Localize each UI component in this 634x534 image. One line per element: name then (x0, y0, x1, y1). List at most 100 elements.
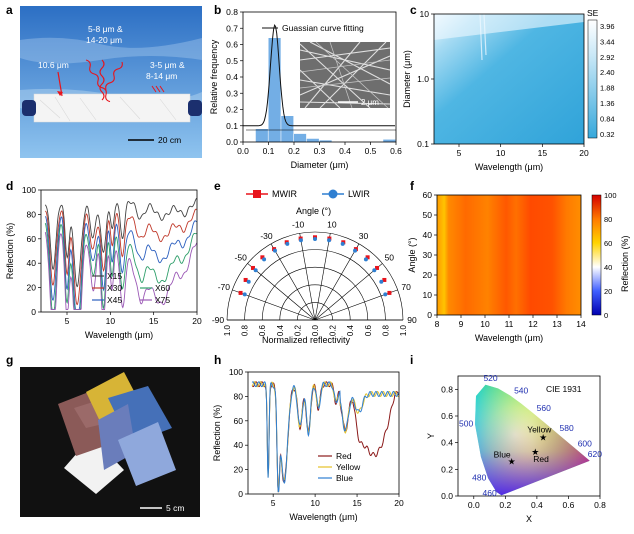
y-tick-label: 0.4 (226, 72, 238, 82)
histogram-bar (319, 140, 332, 142)
polar-grid-spoke (314, 243, 360, 321)
x-axis-label: Wavelength (μm) (475, 162, 543, 172)
x-tick-label: 5 (65, 316, 70, 326)
label-10-6um: 10.6 μm (38, 60, 69, 70)
y-tick-label: 0.8 (441, 384, 453, 394)
locus-label-520: 520 (483, 373, 497, 383)
y-tick-label: 1.0 (417, 74, 429, 84)
color-point-yellow: ★ (539, 432, 547, 442)
polar-grid-spoke (299, 233, 316, 321)
y-tick-label: 60 (27, 234, 37, 244)
polar-r-label: 0.4 (346, 324, 355, 336)
mwir-point (387, 290, 392, 295)
panel-label-g: g (6, 353, 13, 367)
polar-angle-label: 70 (401, 282, 411, 292)
series-line-x45 (44, 216, 197, 311)
legend-text-fit: Guassian curve fitting (282, 23, 364, 33)
polar-r-label: 0.6 (258, 324, 267, 336)
polar-grid-arc (279, 284, 351, 321)
y-tick-label: 0.2 (226, 105, 238, 115)
locus-label-620: 620 (588, 449, 602, 459)
polar-angle-label: -10 (292, 219, 305, 229)
x-axis-label: Wavelength (μm) (85, 330, 153, 340)
polar-angle-label: -50 (235, 253, 248, 263)
series-line-yellow (251, 381, 399, 493)
y-tick-label: 80 (27, 209, 37, 219)
series-line-x75 (44, 232, 197, 311)
legend-marker-mwir (253, 190, 261, 198)
colorbar-tick-label: 2.92 (600, 53, 615, 62)
y-tick-label: 100 (22, 185, 36, 195)
panel-label-h: h (214, 353, 221, 367)
x-tick-label: 0.6 (563, 500, 575, 510)
color-point-label-red: Red (533, 454, 549, 464)
panel-label-c: c (410, 3, 417, 17)
chart-c: SE 5 10 15 20 10 1.0 0.1 Wavelength (μm) Diamete… (402, 8, 615, 172)
colorbar-tick-label: 2.40 (600, 68, 615, 77)
x-tick-label: 10 (496, 148, 506, 158)
heatmap-f (437, 195, 581, 315)
wave-arrow-icon (99, 59, 105, 101)
y-tick-label: 0.6 (226, 40, 238, 50)
scale-label-g: 5 cm (166, 503, 184, 513)
panel-label-d: d (6, 179, 13, 193)
legend-text-blue: Blue (336, 473, 353, 483)
histogram-bar (294, 133, 307, 142)
histogram-bar (383, 139, 396, 142)
y-tick-label: 10 (420, 9, 430, 19)
y-tick-label: 30 (423, 250, 433, 260)
legend-text-lwir: LWIR (348, 189, 370, 199)
y-axis-label: Reflection (%) (212, 405, 222, 462)
lwir-point (383, 292, 388, 297)
x-tick-label: 0.8 (594, 500, 606, 510)
colorbar-tick-label: 0 (604, 311, 608, 320)
y-tick-label: 0.7 (226, 23, 238, 33)
y-tick-label: 40 (27, 258, 37, 268)
y-axis-label: Relative frequency (209, 39, 219, 114)
right-clip-icon (188, 100, 202, 116)
lwir-point (262, 257, 267, 262)
lwir-point (353, 248, 358, 253)
polar-grid-spoke (314, 233, 331, 321)
polar-angle-label: -30 (260, 231, 273, 241)
label-14-20um: 14-20 μm (86, 35, 122, 45)
legend-text-x15: X15 (107, 271, 122, 281)
x-axis-label: Wavelength (μm) (475, 333, 543, 343)
x-tick-label: 0.6 (390, 146, 402, 156)
lwir-point (246, 279, 251, 284)
lwir-point (253, 268, 258, 273)
color-point-blue: ★ (508, 456, 516, 466)
x-tick-label: 0.2 (288, 146, 300, 156)
panel-label-i: i (410, 353, 413, 367)
lwir-point (242, 292, 247, 297)
label-3-5um: 3-5 μm & (150, 60, 185, 70)
y-tick-label: 10 (423, 290, 433, 300)
x-tick-label: 10 (106, 316, 116, 326)
polar-angle-label: -70 (218, 282, 231, 292)
y-tick-label: 0.1 (226, 121, 238, 131)
chart-b: Guassian curve fitting 2 μm 0.0 0.1 0.2 0.3… (209, 7, 402, 170)
legend-text-x60: X60 (155, 283, 170, 293)
locus-label-500: 500 (459, 418, 473, 428)
polar-grid-spoke (270, 243, 316, 321)
series-line-x15 (44, 198, 197, 288)
x-tick-label: 12 (528, 319, 538, 329)
x-tick-label: 11 (505, 319, 514, 329)
polar-grid-arc (226, 231, 404, 321)
y-axis-label: Reflection (%) (5, 223, 15, 280)
polar-grid-spoke (247, 263, 316, 321)
colorbar-tick-label: 80 (604, 215, 612, 224)
y-tick-label: 0.2 (441, 464, 453, 474)
polar-angle-label: -90 (212, 315, 225, 325)
polar-angle-label: 10 (327, 219, 337, 229)
x-tick-label: 10 (310, 498, 320, 508)
series-line-x30 (44, 208, 197, 306)
series-line-blue (251, 381, 399, 493)
polar-r-label: 0.8 (241, 324, 250, 336)
lwir-point (363, 257, 368, 262)
left-clip-icon (22, 100, 36, 116)
y-tick-label: 0 (238, 489, 243, 499)
x-tick-label: 0.3 (314, 146, 326, 156)
x-tick-label: 14 (576, 319, 586, 329)
label-5-8um: 5-8 μm & (88, 24, 123, 34)
